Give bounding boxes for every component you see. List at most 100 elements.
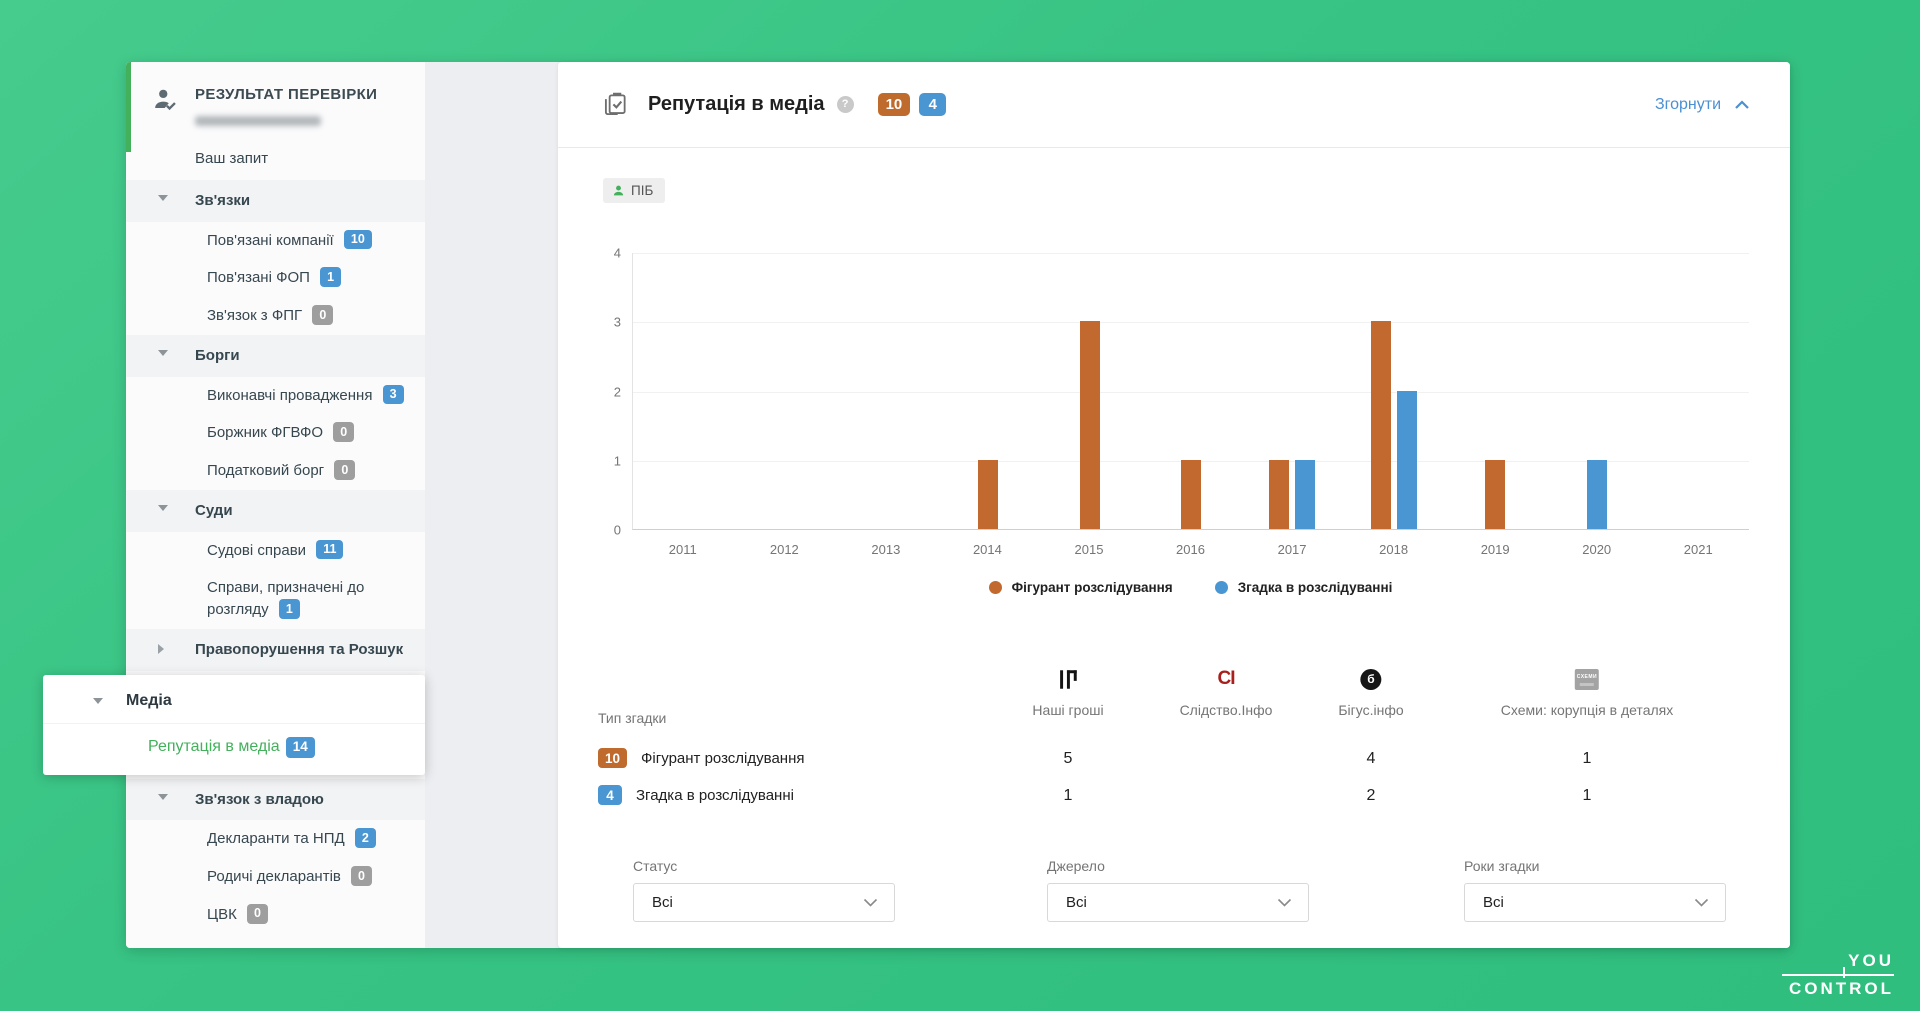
table-column-1: СІ Слідство.Інфо (1180, 666, 1273, 718)
section-label: Медіа (126, 691, 172, 709)
count-badge: 1 (278, 599, 300, 619)
table-column-0: Наші гроші (1032, 666, 1104, 718)
year-group-2011 (633, 253, 734, 529)
sidebar-item-11[interactable]: Справи, призначені до розгляду 1 (126, 569, 425, 629)
sidebar-item-label: Пов'язані компанії 10 (207, 229, 372, 252)
logo-t-bar (1842, 966, 1845, 978)
sidebar-header[interactable]: РЕЗУЛЬТАТ ПЕРЕВІРКИ (126, 62, 425, 138)
clipboard-check-icon (604, 92, 626, 115)
year-group-2013 (836, 253, 937, 529)
caret-down-icon[interactable] (158, 793, 168, 800)
media-reputation-panel: Репутація в медіа ? 10 4 Згорнути ПІБ 0 1 2… (558, 62, 1790, 948)
sidebar-section-1[interactable]: Зв'язки (126, 179, 425, 222)
pib-filter-chip[interactable]: ПІБ (603, 178, 666, 203)
x-axis-tick-label: 2018 (1379, 542, 1409, 557)
sidebar-item-15[interactable]: Декларанти та НПД 2 (126, 820, 425, 858)
year-group-2015 (1039, 253, 1140, 529)
youcontrol-logo: YOU CONTROL (1782, 951, 1894, 1000)
row-label: Згадка в розслідуванні (636, 786, 794, 804)
sidebar-item-16[interactable]: Родичі декларантів 0 (126, 858, 425, 896)
bar-groups (633, 253, 1749, 529)
sidebar-item-label: Зв'язок з ФПГ 0 (207, 305, 334, 327)
caret-down-icon[interactable] (158, 194, 168, 201)
table-column-name: Слідство.Інфо (1179, 702, 1273, 718)
nashi-hroshi-logo (1032, 666, 1103, 692)
row-label: Фігурант розслідування (641, 749, 805, 767)
logo-line-1: YOU (1848, 950, 1894, 970)
collapse-label: Згорнути (1654, 95, 1721, 113)
filter-2: Роки згадки Всі (1464, 858, 1726, 922)
sidebar-section-media[interactable]: Медіа (43, 679, 425, 723)
caret-box (126, 345, 195, 356)
legend-item: Фігурант розслідування (988, 580, 1173, 595)
panel-title: Репутація в медіа (648, 93, 825, 115)
x-axis-tick-label: 2020 (1582, 542, 1612, 557)
bar-2017-blue (1295, 459, 1316, 529)
filter-select-0[interactable]: Всі (633, 883, 895, 922)
table-column-2: б Бігус.інфо (1338, 666, 1404, 718)
sidebar-section-12[interactable]: Правопорушення та Розшук (126, 628, 425, 671)
caret-down-icon[interactable] (158, 504, 168, 511)
table-cell-value: 5 (1063, 750, 1073, 767)
skhemy-logo: СХЕМИ (1501, 666, 1673, 692)
sidebar: РЕЗУЛЬТАТ ПЕРЕВІРКИ Ваш запит Зв'язки Пов'… (43, 62, 425, 948)
chevron-up-icon (1735, 99, 1749, 109)
sidebar-section-9[interactable]: Суди (126, 489, 425, 532)
table-cell-value: 1 (1063, 787, 1073, 804)
year-group-2018 (1343, 253, 1444, 529)
filter-label: Роки згадки (1464, 858, 1540, 874)
select-value: Всі (1066, 894, 1087, 911)
table-row-label-0: 10 Фігурант розслідування (598, 748, 804, 768)
header-badges: 10 4 (877, 93, 947, 116)
table-column-name: Наші гроші (1032, 702, 1104, 718)
y-axis-tick-label: 2 (613, 384, 621, 399)
sidebar-item-2[interactable]: Пов'язані компанії 10 (126, 222, 425, 260)
sidebar-item-8[interactable]: Податковий борг 0 (126, 452, 425, 490)
year-group-2014 (937, 253, 1038, 529)
sidebar-item-label: Виконавчі провадження 3 (207, 384, 404, 407)
x-axis-tick-label: 2011 (668, 542, 697, 557)
sidebar-item-0[interactable]: Ваш запит (126, 138, 425, 180)
bihus-info-logo: б (1338, 666, 1403, 692)
gridline (633, 391, 1749, 393)
caret-box (126, 190, 195, 201)
count-badge: 0 (351, 866, 372, 887)
sidebar-item-media-reputation[interactable]: Репутація в медіа 14 (43, 722, 425, 771)
sidebar-item-6[interactable]: Виконавчі провадження 3 (126, 377, 425, 415)
sidebar-item-3[interactable]: Пов'язані ФОП 1 (126, 259, 425, 297)
sidebar-section-5[interactable]: Борги (126, 334, 425, 377)
legend-label: Фігурант розслідування (1011, 580, 1173, 595)
caret-down-icon[interactable] (93, 697, 103, 704)
y-axis-tick-label: 1 (613, 453, 621, 469)
count-badge: 10 (343, 229, 372, 250)
caret-right-icon[interactable] (158, 643, 164, 654)
gridline (633, 253, 1749, 254)
x-axis-tick-label: 2017 (1277, 542, 1307, 557)
collapse-button[interactable]: Згорнути (1655, 96, 1750, 114)
sidebar-item-label: Суди (195, 501, 233, 519)
sidebar-item-label: Ваш запит (195, 150, 269, 167)
sidebar-item-7[interactable]: Боржник ФГВФО 0 (126, 414, 425, 452)
y-axis-tick-label: 0 (613, 522, 621, 538)
bar-chart-plot: 0 1 2 3 4 (614, 246, 1749, 538)
bar-2018-orange (1370, 321, 1391, 529)
sidebar-item-label: Борги (195, 346, 240, 364)
caret-down-icon[interactable] (158, 349, 168, 356)
table-cell-value: 4 (1366, 750, 1376, 767)
count-badge: 1 (320, 267, 342, 288)
sidebar-item-10[interactable]: Судові справи 11 (126, 532, 425, 570)
sidebar-item-17[interactable]: ЦВК 0 (126, 896, 425, 934)
bar-2019-orange (1485, 459, 1506, 529)
count-badge: 11 (316, 539, 344, 560)
filter-select-1[interactable]: Всі (1047, 883, 1309, 922)
media-popup-card: Медіа Репутація в медіа 14 (43, 674, 425, 775)
select-value: Всі (652, 894, 673, 911)
help-icon[interactable]: ? (836, 96, 854, 113)
year-group-2012 (734, 253, 835, 529)
sidebar-item-4[interactable]: Зв'язок з ФПГ 0 (126, 297, 425, 335)
filter-select-2[interactable]: Всі (1464, 883, 1726, 922)
sidebar-section-14[interactable]: Зв'язок з владою (126, 778, 425, 821)
count-badge: 3 (382, 384, 404, 405)
x-axis-tick-label: 2012 (769, 542, 799, 557)
chart-x-labels: 2011 2012 2013 2014 2015 2016 2017 2018 2019 2020… (632, 542, 1749, 557)
